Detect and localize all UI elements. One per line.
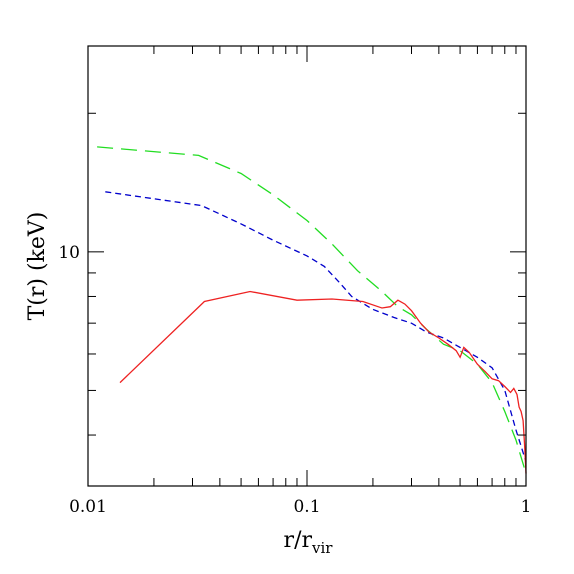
x-axis-label-subscript: vir — [311, 539, 333, 557]
x-tick-label-2: 1 — [521, 497, 532, 517]
x-axis-label: r/rvir — [284, 528, 334, 557]
tick-labels: 0.01 0.1 1 10 — [58, 243, 531, 517]
y-axis-label: T(r) (keV) — [25, 212, 50, 321]
axis-ticks — [87, 46, 527, 486]
series-line-3 — [119, 290, 527, 474]
y-tick-label-0: 10 — [58, 243, 80, 263]
series-line-2 — [105, 191, 527, 462]
x-tick-label-0: 0.01 — [69, 497, 107, 517]
series-line-1 — [97, 146, 527, 474]
x-tick-label-1: 0.1 — [293, 497, 320, 517]
series-layer — [97, 146, 527, 474]
x-axis-label-main: r/r — [284, 528, 313, 553]
